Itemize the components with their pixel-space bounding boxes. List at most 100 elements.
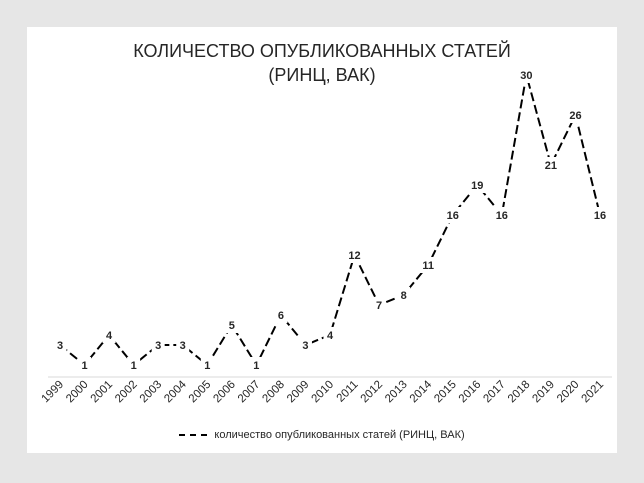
data-label: 30 — [520, 70, 532, 82]
line-chart: 1999200020012002200320042005200620072008… — [40, 67, 612, 406]
data-label-background — [590, 207, 610, 223]
chart-title: КОЛИЧЕСТВО ОПУБЛИКОВАННЫХ СТАТЕЙ (РИНЦ, … — [27, 39, 617, 87]
x-tick-label: 2001 — [89, 379, 116, 406]
legend: количество опубликованных статей (РИНЦ, … — [27, 429, 617, 441]
x-tick-label: 2013 — [383, 379, 410, 406]
data-label-background — [565, 107, 586, 123]
data-point-label: 26 — [565, 107, 586, 123]
data-label-background — [225, 317, 239, 333]
x-axis: 1999200020012002200320042005200620072008… — [40, 376, 612, 406]
series-line — [59, 74, 601, 368]
data-point-label: 5 — [225, 317, 239, 333]
data-point-label: 19 — [467, 177, 488, 193]
data-label-background — [53, 337, 67, 353]
data-label-background — [491, 207, 512, 223]
x-tick-label: 2008 — [260, 379, 287, 406]
data-label: 19 — [471, 180, 483, 192]
data-point-label: 1 — [78, 357, 92, 373]
data-point-label: 1 — [200, 357, 214, 373]
x-tick-label: 2018 — [506, 379, 533, 406]
data-label-background — [298, 337, 312, 353]
data-label-background — [78, 357, 92, 373]
data-point-label: 8 — [397, 287, 411, 303]
data-point-label: 3 — [151, 337, 165, 353]
data-label-background — [274, 307, 288, 323]
x-tick-label: 2014 — [408, 378, 435, 405]
data-point-label: 4 — [323, 327, 337, 343]
chart-panel: КОЛИЧЕСТВО ОПУБЛИКОВАННЫХ СТАТЕЙ (РИНЦ, … — [27, 27, 617, 453]
chart-title-line1: КОЛИЧЕСТВО ОПУБЛИКОВАННЫХ СТАТЕЙ — [133, 41, 511, 61]
x-tick-label: 2004 — [162, 378, 189, 405]
x-tick-label: 2006 — [211, 379, 238, 406]
legend-label: количество опубликованных статей (РИНЦ, … — [214, 429, 465, 441]
data-label-background — [344, 247, 365, 263]
data-label: 11 — [422, 260, 434, 272]
data-label: 16 — [447, 210, 459, 222]
data-point-label: 3 — [298, 337, 312, 353]
x-tick-label: 2009 — [285, 379, 312, 406]
data-point-label: 1 — [127, 357, 141, 373]
x-tick-label: 2010 — [310, 379, 337, 406]
x-tick-label: 2011 — [335, 379, 361, 405]
data-label-background — [442, 207, 463, 223]
data-label-background — [127, 357, 141, 373]
x-tick-label: 2000 — [64, 379, 91, 406]
data-label: 1 — [131, 360, 137, 372]
data-label-background — [151, 337, 165, 353]
data-label: 1 — [204, 360, 210, 372]
data-label: 7 — [376, 300, 382, 312]
x-tick-label: 2005 — [187, 379, 214, 406]
x-tick-label: 2003 — [138, 379, 165, 406]
data-label: 21 — [545, 160, 557, 172]
data-point-label: 30 — [516, 67, 537, 83]
x-tick-label: 2020 — [555, 379, 582, 406]
data-label-background — [540, 157, 561, 173]
series-line-group — [59, 74, 601, 368]
data-label-background — [249, 357, 263, 373]
x-tick-label: 2019 — [530, 379, 557, 406]
legend-swatch — [179, 434, 208, 437]
x-tick-label: 2007 — [236, 379, 263, 406]
data-point-label: 4 — [102, 327, 116, 343]
data-point-label: 16 — [491, 207, 512, 223]
data-point-label: 3 — [53, 337, 67, 353]
data-point-label: 16 — [442, 207, 463, 223]
data-label-background — [397, 287, 411, 303]
data-label-background — [467, 177, 488, 193]
data-label: 4 — [106, 330, 113, 342]
data-point-label: 16 — [590, 207, 610, 223]
data-label-background — [102, 327, 116, 343]
data-label: 8 — [401, 290, 407, 302]
data-label-background — [323, 327, 337, 343]
data-label: 6 — [278, 310, 284, 322]
x-tick-label: 2016 — [457, 379, 484, 406]
data-label: 3 — [57, 340, 63, 352]
data-label-background — [372, 297, 386, 313]
data-label-background — [516, 67, 537, 83]
data-label: 1 — [81, 360, 87, 372]
data-point-label: 11 — [418, 257, 439, 273]
data-label: 1 — [253, 360, 259, 372]
data-label-background — [418, 257, 439, 273]
data-point-label: 3 — [176, 337, 190, 353]
x-tick-label: 2017 — [481, 379, 508, 406]
data-label: 16 — [496, 210, 508, 222]
x-tick-label: 2015 — [432, 379, 459, 406]
chart-title-line2: (РИНЦ, ВАК) — [268, 65, 376, 85]
x-tick-label: 2021 — [580, 379, 607, 406]
data-label: 16 — [594, 210, 606, 222]
data-label: 5 — [229, 320, 235, 332]
data-label: 4 — [327, 330, 334, 342]
data-point-label: 21 — [540, 157, 561, 173]
x-tick-label: 2002 — [113, 379, 140, 406]
x-tick-label: 1999 — [40, 379, 67, 406]
data-label: 3 — [302, 340, 308, 352]
x-tick-label: 2012 — [359, 379, 386, 406]
data-label: 3 — [180, 340, 186, 352]
data-label: 3 — [155, 340, 161, 352]
data-label-background — [200, 357, 214, 373]
data-point-label: 1 — [249, 357, 263, 373]
data-label-background — [176, 337, 190, 353]
data-label: 12 — [348, 250, 360, 262]
